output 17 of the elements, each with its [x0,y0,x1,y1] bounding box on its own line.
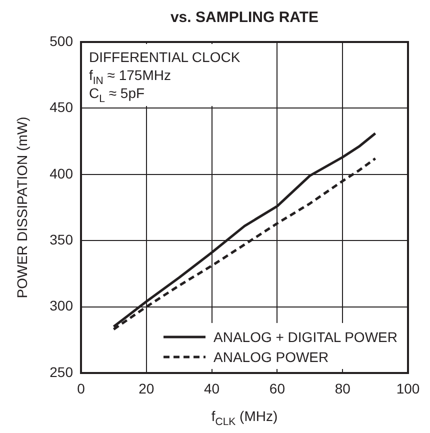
x-tick-label: 0 [77,380,86,396]
legend-label: ANALOG POWER [214,349,329,365]
y-tick-label: 500 [50,32,74,49]
y-tick-label: 400 [50,165,74,182]
chart-title: vs. SAMPLING RATE [170,9,319,26]
x-tick-label: 40 [204,380,220,396]
annotation: DIFFERENTIAL CLOCK [89,49,241,65]
x-tick-label: 80 [334,380,351,396]
y-tick-label: 300 [50,298,74,314]
y-axis-title: POWER DISSIPATION (mW) [14,116,30,298]
legend-label: ANALOG + DIGITAL POWER [214,329,398,345]
x-tick-label: 100 [396,380,420,396]
x-tick-label: 60 [269,380,286,396]
y-tick-label: 350 [50,231,74,248]
y-tick-label: 250 [50,364,74,380]
x-tick-label: 20 [138,380,154,396]
y-tick-label: 450 [50,99,74,116]
